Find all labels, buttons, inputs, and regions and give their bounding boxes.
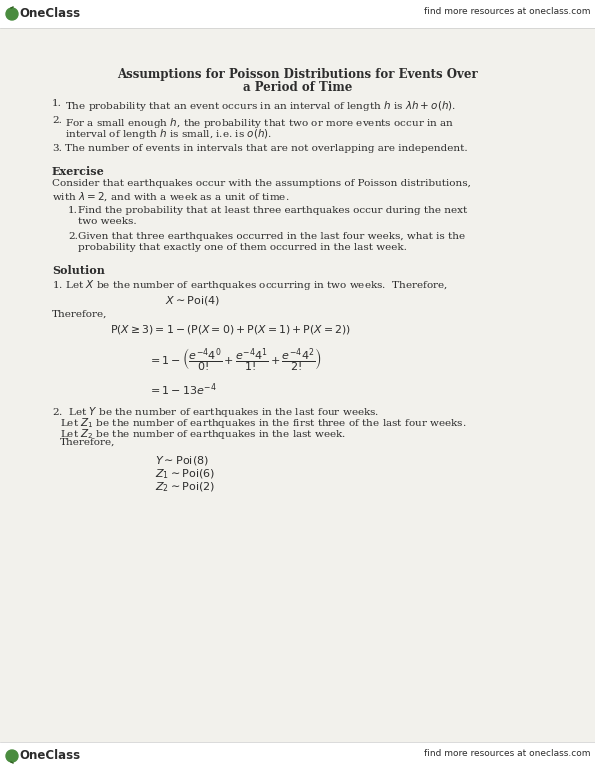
Text: Solution: Solution (52, 265, 105, 276)
Text: with $\lambda = 2$, and with a week as a unit of time.: with $\lambda = 2$, and with a week as a… (52, 190, 289, 203)
Text: Therefore,: Therefore, (52, 310, 107, 319)
Text: Consider that earthquakes occur with the assumptions of Poisson distributions,: Consider that earthquakes occur with the… (52, 179, 471, 188)
Text: 1. Let $X$ be the number of earthquakes occurring in two weeks.  Therefore,: 1. Let $X$ be the number of earthquakes … (52, 278, 448, 292)
Bar (0, 742, 595, 770)
Text: 3.: 3. (52, 144, 62, 153)
Text: $X \sim \mathrm{Poi}(4)$: $X \sim \mathrm{Poi}(4)$ (165, 294, 220, 307)
Text: OneClass: OneClass (19, 7, 80, 20)
Text: $Y \sim \mathrm{Poi}(8)$: $Y \sim \mathrm{Poi}(8)$ (155, 454, 209, 467)
Text: 2.: 2. (68, 232, 78, 241)
Text: Assumptions for Poisson Distributions for Events Over: Assumptions for Poisson Distributions fo… (117, 68, 478, 81)
Text: $Z_1 \sim \mathrm{Poi}(6)$: $Z_1 \sim \mathrm{Poi}(6)$ (155, 467, 215, 480)
Circle shape (6, 750, 18, 762)
Text: $\mathrm{P}(X \geq 3) = 1 - \left(\mathrm{P}(X=0) + \mathrm{P}(X=1) + \mathrm{P}: $\mathrm{P}(X \geq 3) = 1 - \left(\mathr… (110, 323, 351, 336)
Text: find more resources at oneclass.com: find more resources at oneclass.com (424, 7, 590, 16)
Text: a Period of Time: a Period of Time (243, 81, 352, 94)
Text: The probability that an event occurs in an interval of length $h$ is $\lambda h : The probability that an event occurs in … (65, 99, 456, 113)
Text: find more resources at oneclass.com: find more resources at oneclass.com (424, 749, 590, 758)
Text: Given that three earthquakes occurred in the last four weeks, what is the: Given that three earthquakes occurred in… (78, 232, 465, 241)
Text: two weeks.: two weeks. (78, 217, 137, 226)
Text: 2.  Let $Y$ be the number of earthquakes in the last four weeks.: 2. Let $Y$ be the number of earthquakes … (52, 405, 380, 419)
Text: Therefore,: Therefore, (60, 438, 115, 447)
Text: Let $Z_1$ be the number of earthquakes in the first three of the last four weeks: Let $Z_1$ be the number of earthquakes i… (60, 416, 466, 430)
Text: OneClass: OneClass (19, 749, 80, 762)
Text: $Z_2 \sim \mathrm{Poi}(2)$: $Z_2 \sim \mathrm{Poi}(2)$ (155, 480, 215, 494)
Text: 2.: 2. (52, 116, 62, 125)
Text: probability that exactly one of them occurred in the last week.: probability that exactly one of them occ… (78, 243, 407, 252)
Bar (0, 0, 595, 28)
Text: $= 1 - \left(\dfrac{e^{-4}4^{0}}{0!} + \dfrac{e^{-4}4^{1}}{1!} + \dfrac{e^{-4}4^: $= 1 - \left(\dfrac{e^{-4}4^{0}}{0!} + \… (148, 347, 322, 374)
Text: Let $Z_2$ be the number of earthquakes in the last week.: Let $Z_2$ be the number of earthquakes i… (60, 427, 346, 441)
Text: 1.: 1. (68, 206, 78, 215)
Text: The number of events in intervals that are not overlapping are independent.: The number of events in intervals that a… (65, 144, 468, 153)
Text: Find the probability that at least three earthquakes occur during the next: Find the probability that at least three… (78, 206, 467, 215)
Text: 1.: 1. (52, 99, 62, 108)
Circle shape (6, 8, 18, 20)
Text: Exercise: Exercise (52, 166, 105, 177)
Text: $= 1 - 13e^{-4}$: $= 1 - 13e^{-4}$ (148, 381, 217, 397)
Text: interval of length $h$ is small, i.e. is $o(h)$.: interval of length $h$ is small, i.e. is… (65, 127, 273, 141)
Text: For a small enough $h$, the probability that two or more events occur in an: For a small enough $h$, the probability … (65, 116, 455, 130)
